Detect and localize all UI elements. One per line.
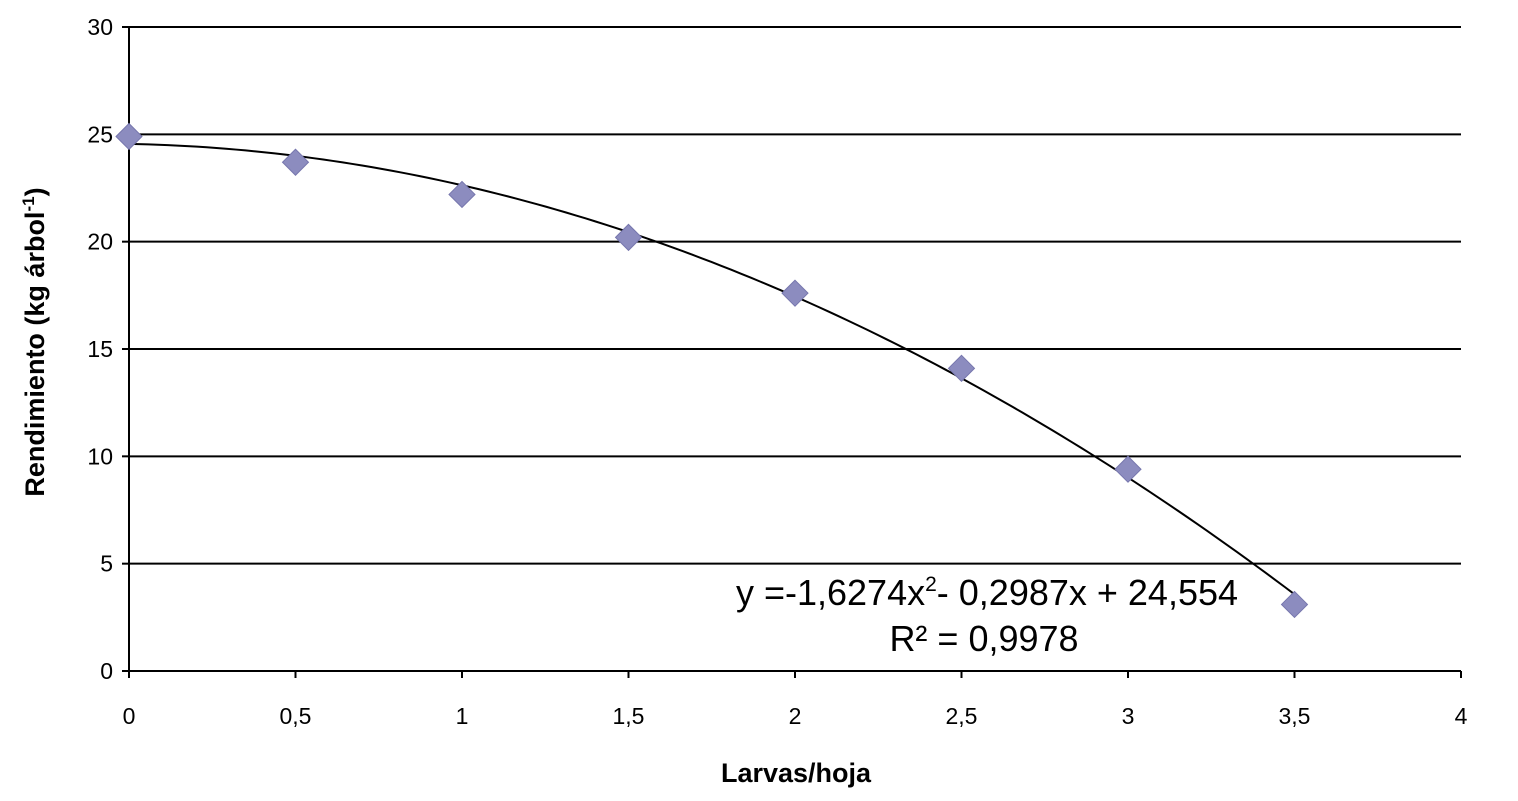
x-tick-label: 2 bbox=[789, 703, 802, 729]
y-tick-label: 15 bbox=[87, 336, 113, 362]
y-axis-title: Rendimiento (kg árbol-1) bbox=[19, 187, 50, 496]
data-point bbox=[947, 354, 976, 383]
x-axis-title: Larvas/hoja bbox=[721, 758, 872, 788]
y-axis-title-main: Rendimiento (kg árbol bbox=[20, 212, 50, 497]
y-tick-label: 5 bbox=[100, 551, 113, 577]
y-axis-title-superscript: -1 bbox=[19, 196, 38, 211]
x-tick-label: 0 bbox=[123, 703, 136, 729]
y-tick-label: 20 bbox=[87, 229, 113, 255]
data-point bbox=[281, 148, 310, 176]
data-point bbox=[614, 223, 643, 252]
tick-labels: 0 5 10 15 20 25 30 0 0,5 1 1,5 2 2,5 3 3,5 4 bbox=[87, 14, 1467, 729]
data-point bbox=[1114, 455, 1142, 483]
y-tick-label: 0 bbox=[100, 658, 113, 684]
data-point bbox=[1280, 590, 1309, 619]
x-tick-label: 1,5 bbox=[613, 703, 645, 729]
r-squared-label: R² = 0,9978 bbox=[889, 618, 1078, 659]
equation-part-2: - 0,2987x + 24,554 bbox=[937, 572, 1238, 613]
x-tick-label: 4 bbox=[1455, 703, 1468, 729]
trendline bbox=[128, 142, 1296, 596]
gridlines bbox=[129, 26, 1461, 565]
x-tick-label: 3,5 bbox=[1279, 703, 1311, 729]
x-tick-label: 0,5 bbox=[280, 703, 312, 729]
x-tick-label: 1 bbox=[456, 703, 469, 729]
data-point bbox=[781, 279, 809, 307]
y-axis-title-suffix: ) bbox=[20, 187, 50, 196]
data-point bbox=[448, 180, 476, 209]
data-point bbox=[115, 122, 143, 151]
data-points bbox=[115, 122, 1309, 619]
equation-part-1: y =-1,6274x bbox=[736, 572, 925, 613]
x-tick-label: 3 bbox=[1122, 703, 1135, 729]
equation-exponent: 2 bbox=[925, 573, 937, 596]
y-tick-label: 30 bbox=[87, 14, 113, 40]
x-tick-label: 2,5 bbox=[946, 703, 978, 729]
trendline-equation: y =-1,6274x2- 0,2987x + 24,554 bbox=[736, 572, 1238, 613]
y-tick-label: 25 bbox=[87, 121, 113, 147]
y-tick-label: 10 bbox=[87, 443, 113, 469]
